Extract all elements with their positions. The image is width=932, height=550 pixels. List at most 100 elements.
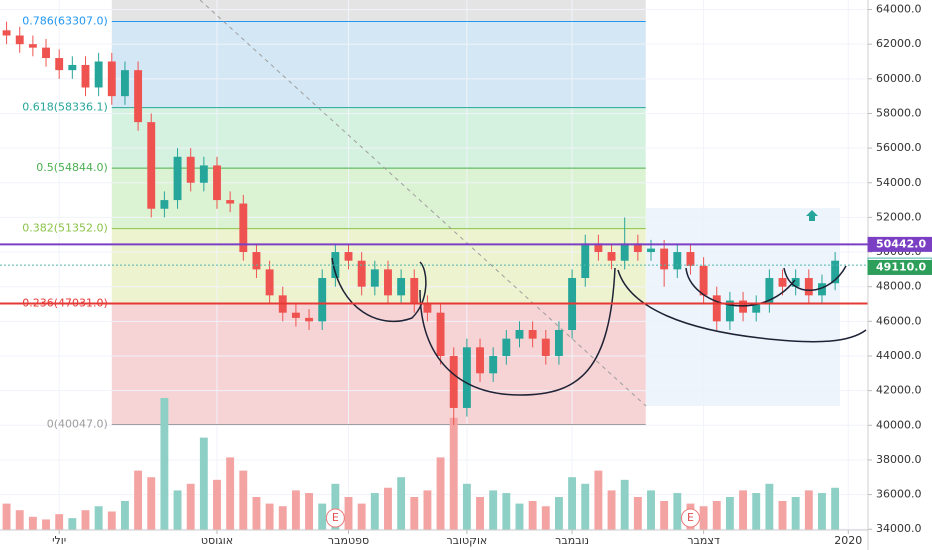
y-tick-label: 36000.0 (876, 488, 922, 501)
volume-bar (633, 497, 642, 530)
candle-body (213, 165, 221, 201)
candle-body (449, 355, 458, 408)
candle-body (344, 252, 353, 261)
volume-bar (725, 497, 734, 530)
y-tick-label: 54000.0 (876, 176, 922, 189)
volume-bar (331, 483, 340, 530)
volume-bar (528, 500, 537, 530)
curve (685, 267, 796, 307)
volume-bar (344, 497, 353, 530)
volume-bar (42, 519, 50, 530)
volume-bar (554, 497, 563, 530)
candle-body (791, 278, 800, 287)
price-tag (867, 259, 932, 275)
x-tick-label: אוגוסט (201, 534, 233, 547)
fib-zone (111, 107, 646, 169)
volume-bar (673, 493, 682, 530)
candle-body (318, 278, 327, 322)
volume-bar (778, 500, 787, 530)
candle-body (778, 278, 787, 287)
volume-bar (581, 483, 590, 530)
candle-body (226, 200, 235, 204)
volume-bar (68, 518, 77, 530)
y-tick-label: 60000.0 (876, 72, 922, 85)
volume-bar (804, 490, 813, 530)
y-tick-label: 34000.0 (876, 522, 922, 535)
volume-bar (160, 398, 169, 530)
volume-bar (94, 506, 103, 530)
candle-body (397, 278, 406, 296)
curve (617, 269, 867, 343)
grid (0, 0, 868, 530)
event-marker (325, 508, 345, 528)
candle-body (712, 295, 721, 322)
arrow-icon (806, 210, 818, 221)
candle-body (660, 248, 669, 270)
candle-body (831, 260, 840, 284)
candle-body (173, 156, 182, 201)
fib-label: 0.786(63307.0) (22, 15, 108, 28)
volume-bar (81, 510, 90, 530)
horizontal-lines (0, 243, 868, 305)
candle-body (384, 269, 392, 296)
curve (419, 267, 616, 396)
volume-bar (620, 479, 629, 530)
volume-bar (186, 483, 195, 530)
candle-body (699, 265, 708, 296)
candle-body (94, 61, 103, 88)
volume-bar (291, 490, 300, 530)
x-tick-label: ספטמבר (328, 534, 369, 547)
candle-body (134, 70, 143, 123)
volume-bar (712, 500, 721, 530)
y-tick-label: 40000.0 (876, 418, 922, 431)
candle-body (107, 61, 116, 97)
candle-body (607, 252, 616, 261)
y-tick-label: 48000.0 (876, 280, 922, 293)
volume-bar (2, 503, 11, 530)
volume-bar (515, 503, 524, 530)
candle-body (476, 347, 484, 374)
volume-bar (55, 514, 64, 530)
volume-bar (739, 490, 748, 530)
volume-bar (818, 493, 826, 530)
candle-body (199, 165, 208, 183)
candle-body (42, 47, 50, 59)
volume-bar (699, 506, 708, 530)
axes: 64000.0 62000.0 60000.0 58000.0 56000.0 54000… (52, 3, 932, 547)
candle-body (462, 347, 471, 408)
candle-body (147, 122, 156, 209)
event-label: E (687, 511, 694, 524)
volume-bar (173, 490, 182, 530)
y-tick-label: 46000.0 (876, 314, 922, 327)
fib-label: 0(40047.0) (47, 417, 108, 430)
volume-bar (765, 483, 774, 530)
volume-bar (239, 470, 248, 530)
candle-body (2, 30, 11, 36)
volume-bar (410, 497, 419, 530)
price-tag (867, 236, 932, 252)
candles (2, 21, 840, 426)
volume-bar (278, 506, 287, 530)
candle-body (305, 317, 314, 322)
volume-bar (107, 511, 116, 530)
candle-body (265, 269, 274, 296)
volume-bar (462, 483, 471, 530)
volume-bar (489, 490, 498, 530)
volume-bar (476, 497, 484, 530)
fib-zone (111, 21, 646, 108)
volume-bar (252, 497, 261, 530)
volume (2, 398, 840, 530)
candle-body (68, 64, 77, 71)
candle-body (252, 252, 261, 270)
candle-body (581, 243, 590, 279)
candle-body (357, 260, 366, 287)
volume-bar (647, 490, 655, 530)
candle-body (489, 355, 498, 374)
candle-body (160, 200, 169, 209)
candle-body (502, 338, 511, 356)
candle-body (28, 44, 37, 48)
volume-bar (15, 510, 24, 530)
fib-zone (111, 228, 646, 304)
candle-body (120, 70, 129, 97)
